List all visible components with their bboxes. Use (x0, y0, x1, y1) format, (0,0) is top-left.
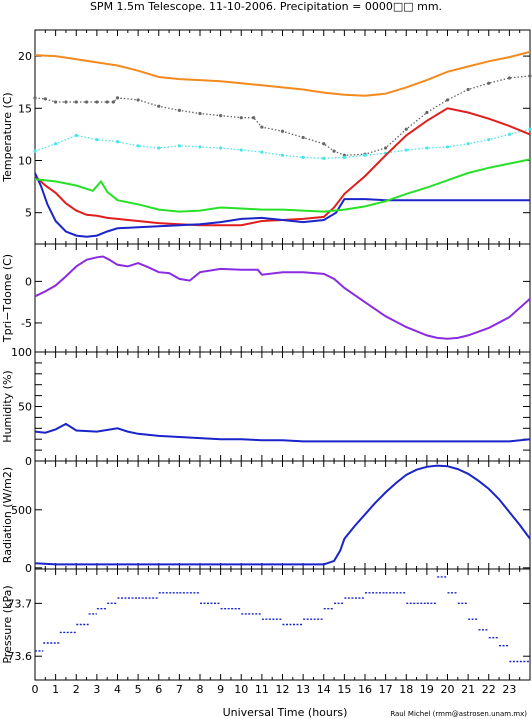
y-tick-label: 50 (18, 401, 32, 414)
series-1 (34, 422, 531, 443)
data-point (363, 153, 367, 157)
series-5 (34, 172, 530, 238)
x-tick-label: 1 (52, 683, 59, 696)
data-point (111, 100, 115, 104)
y-tick-label: 73.7 (8, 597, 33, 610)
y-tick-label: 500 (11, 504, 32, 517)
y-axis-label: Tpri−Tdome (C) (1, 254, 14, 343)
data-point (157, 146, 161, 150)
series-3 (33, 127, 532, 160)
series-1 (34, 50, 531, 97)
x-tick-label: 8 (197, 683, 204, 696)
x-tick-label: 0 (32, 683, 39, 696)
y-tick-label: 100 (11, 346, 32, 359)
panel-3: 0 50 100 Humidity (%) (1, 346, 531, 468)
y-tick-label: -5 (21, 317, 32, 330)
data-point (252, 116, 256, 120)
chart-title: SPM 1.5m Telescope. 11-10-2006. Precipit… (90, 0, 442, 13)
credit-text: Raul Michel (rmm@astrosen.unam.mx) (390, 710, 527, 718)
x-tick-label: 7 (176, 683, 183, 696)
y-axis-label: Temperature (C) (1, 92, 14, 182)
data-point (425, 146, 429, 150)
series-6 (34, 158, 531, 213)
data-point (95, 100, 99, 104)
x-tick-label: 4 (114, 683, 121, 696)
x-tick-label: 17 (379, 683, 393, 696)
series-4 (34, 107, 531, 227)
x-tick-label: 19 (420, 683, 434, 696)
data-point (115, 140, 120, 144)
y-tick-label: 10 (18, 154, 32, 167)
series-trace (34, 128, 531, 160)
x-tick-label: 21 (461, 683, 475, 696)
series-line (34, 422, 531, 443)
x-tick-label: 11 (255, 683, 269, 696)
x-tick-label: 20 (441, 683, 455, 696)
data-point (105, 100, 109, 104)
x-tick-label: 13 (296, 683, 310, 696)
x-tick-label: 3 (93, 683, 100, 696)
data-point (528, 74, 532, 78)
series-1 (34, 255, 531, 340)
x-tick-label: 15 (337, 683, 351, 696)
x-tick-label: 18 (399, 683, 413, 696)
y-tick-label: 0 (25, 562, 32, 575)
data-point (342, 155, 346, 159)
data-point (33, 96, 37, 100)
x-tick-label: 14 (317, 683, 331, 696)
y-axis-label: Humidity (%) (1, 370, 14, 442)
x-tick-label: 6 (155, 683, 162, 696)
series-line (34, 50, 531, 97)
panel-frame (34, 460, 531, 570)
data-point (74, 100, 78, 104)
y-tick-label: 5 (25, 207, 32, 220)
series-trace (34, 75, 531, 156)
series-line (34, 158, 531, 213)
series-1 (34, 464, 531, 566)
x-axis-label: Universal Time (hours) (223, 706, 348, 719)
series-line (34, 107, 531, 227)
x-tick-label: 16 (358, 683, 372, 696)
y-tick-label: 20 (18, 50, 32, 63)
x-tick-label: 10 (234, 683, 248, 696)
data-point (301, 155, 305, 159)
panel-frame (34, 29, 531, 245)
series-line (34, 172, 530, 238)
y-tick-label: 0 (25, 275, 32, 288)
data-point (322, 156, 326, 160)
y-tick-label: 15 (18, 102, 32, 115)
x-axis: 0 1 2 3 4 5 6 7 8 9 10 11 12 13 14 15 16 17 18 19 20 21 22 23 (32, 683, 517, 696)
x-tick-label: 5 (135, 683, 142, 696)
panel-frame (34, 351, 531, 462)
series-2 (33, 74, 532, 157)
data-point (136, 144, 140, 148)
y-axis-label: Radiation (W/m2) (1, 467, 14, 563)
x-tick-label: 22 (482, 683, 496, 696)
x-tick-label: 9 (217, 683, 224, 696)
panel-2: 0 -5 Tpri−Tdome (C) (1, 243, 531, 353)
y-tick-label: 0 (25, 455, 32, 468)
x-tick-label: 12 (276, 683, 290, 696)
y-axis-label: Pressure (kPa) (1, 585, 14, 663)
series-line (34, 255, 531, 340)
data-point (64, 100, 68, 104)
panel-1: 5 10 15 20 Temperature (C) (1, 29, 532, 245)
data-point (84, 100, 89, 104)
data-point (404, 148, 408, 152)
x-tick-label: 23 (502, 683, 516, 696)
series-line (34, 464, 531, 566)
series-1 (35, 576, 530, 663)
y-tick-label: 73.6 (8, 650, 33, 663)
x-tick-label: 2 (73, 683, 80, 696)
